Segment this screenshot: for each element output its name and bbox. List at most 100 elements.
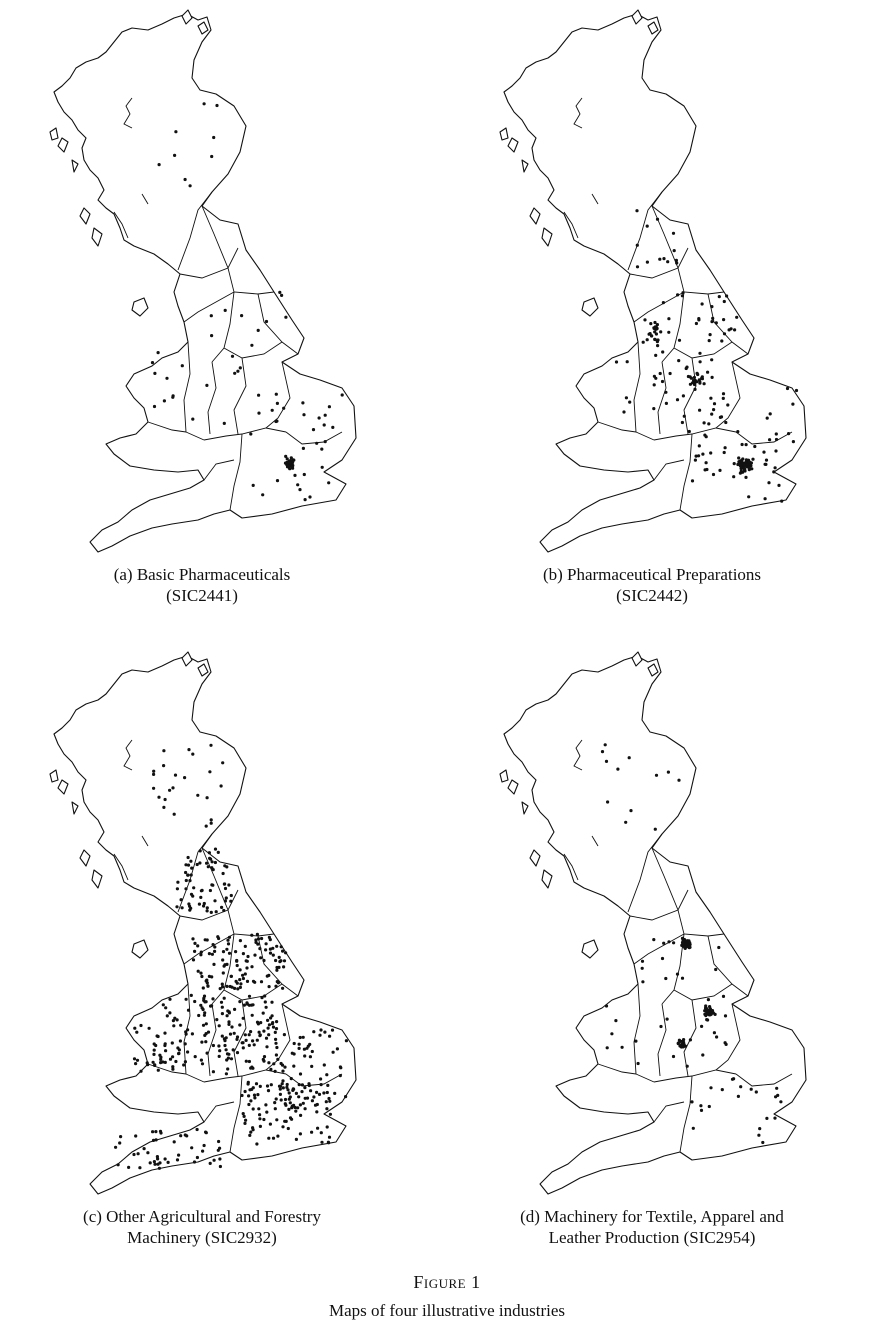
plant-location-dot [152,786,156,790]
plant-location-dot [271,1136,276,1140]
plant-location-dot [302,472,306,477]
caption-c-line1: (c) Other Agricultural and Forestry [83,1207,321,1226]
plant-location-dot [156,1157,160,1161]
figure-label: Figure 1 [413,1272,481,1292]
plant-location-dot [254,1082,259,1086]
plant-location-dot [303,1096,307,1100]
plant-location-dot [690,1100,694,1104]
plant-location-dot [210,154,214,159]
plant-location-dot [255,1020,260,1024]
island [541,869,553,889]
plant-location-dot [605,1046,609,1050]
plant-location-dot [239,982,243,986]
plant-location-dot [152,1042,156,1046]
plant-location-dot [156,351,160,355]
plant-location-dot [200,974,204,979]
plant-location-dot [322,1091,326,1095]
plant-location-dot [258,1117,262,1121]
plant-location-dot [264,319,269,324]
plant-location-dot [191,417,195,421]
plant-location-dot [116,1163,120,1167]
plant-location-dot [209,314,213,318]
plant-location-dot [722,318,726,322]
plant-location-dot [791,440,795,444]
plant-location-dot [148,1161,152,1165]
region-boundary [183,341,205,441]
plant-location-dot [183,1060,187,1064]
plant-location-dot [677,359,681,363]
plant-location-dot [152,1048,156,1052]
plant-location-dot [640,966,644,970]
plant-location-dot [779,1100,783,1104]
plant-location-dot [653,320,657,325]
plant-location-dot [297,1095,301,1099]
plant-location-dot [712,402,717,406]
plant-location-dot [243,944,247,948]
region-boundary [573,739,583,771]
plant-location-dot [184,997,188,1001]
plant-location-dot [724,420,728,425]
plant-location-dot [205,909,209,913]
plant-location-dot [785,386,790,391]
plant-location-dot [258,1124,262,1128]
plant-location-dot [721,392,726,396]
region-boundary [651,847,679,911]
uk-map-a [49,9,357,553]
region-boundary [229,433,243,511]
plant-location-dot [243,1033,247,1037]
plant-location-dot [270,1000,274,1004]
plant-location-dot [210,975,214,979]
plant-location-dot [220,982,224,986]
plant-location-dot [275,1020,279,1024]
plant-location-dot [205,383,209,387]
plant-location-dot [186,1028,190,1032]
plant-location-dot [741,457,745,461]
plant-location-dot [201,986,205,990]
plant-location-dot [262,1055,267,1059]
plant-location-dot [238,1023,242,1027]
plant-location-dot [189,859,193,863]
plant-location-dot [248,1133,252,1137]
plant-location-dot [175,905,179,909]
plant-location-dot [264,948,268,952]
plant-location-dot [273,1030,277,1034]
plant-location-dot [196,793,200,797]
plant-location-dot [693,387,697,391]
region-boundary [707,935,749,997]
region-boundary [257,293,299,355]
plant-location-dot [747,466,751,470]
plant-location-dot [184,878,188,883]
plant-location-dot [320,465,324,469]
plant-location-dot [220,1034,224,1038]
plant-location-dot [710,1009,715,1013]
plant-location-dot [250,965,254,969]
plant-location-dot [258,1034,262,1038]
plant-location-dot [320,1140,324,1144]
region-boundary [661,291,685,363]
plant-location-dot [267,1061,271,1065]
region-boundary [177,191,213,271]
plant-location-dot [681,394,685,398]
plant-location-dot [200,1006,204,1010]
plant-location-dot [714,321,718,325]
plant-location-dot [150,361,155,365]
plant-location-dot [171,786,175,790]
plant-location-dot [250,933,254,937]
plant-location-dot [177,1153,181,1157]
island [131,939,149,959]
plant-location-dot [192,1160,197,1164]
plant-location-dot [159,1131,163,1135]
plant-location-dot [680,940,685,945]
plant-location-dot [271,946,275,950]
plant-location-dot [199,950,203,954]
plant-location-dot [692,375,696,380]
plant-location-dot [323,1030,327,1034]
plant-location-dot [705,467,709,472]
caption-b-line2: (SIC2442) [616,586,688,605]
region-boundary [223,983,283,1001]
plant-location-dot [662,941,666,945]
plant-location-dot [705,1007,709,1011]
plant-location-dot [211,1070,215,1074]
plant-location-dot [688,941,692,945]
plant-location-dot [711,472,716,477]
